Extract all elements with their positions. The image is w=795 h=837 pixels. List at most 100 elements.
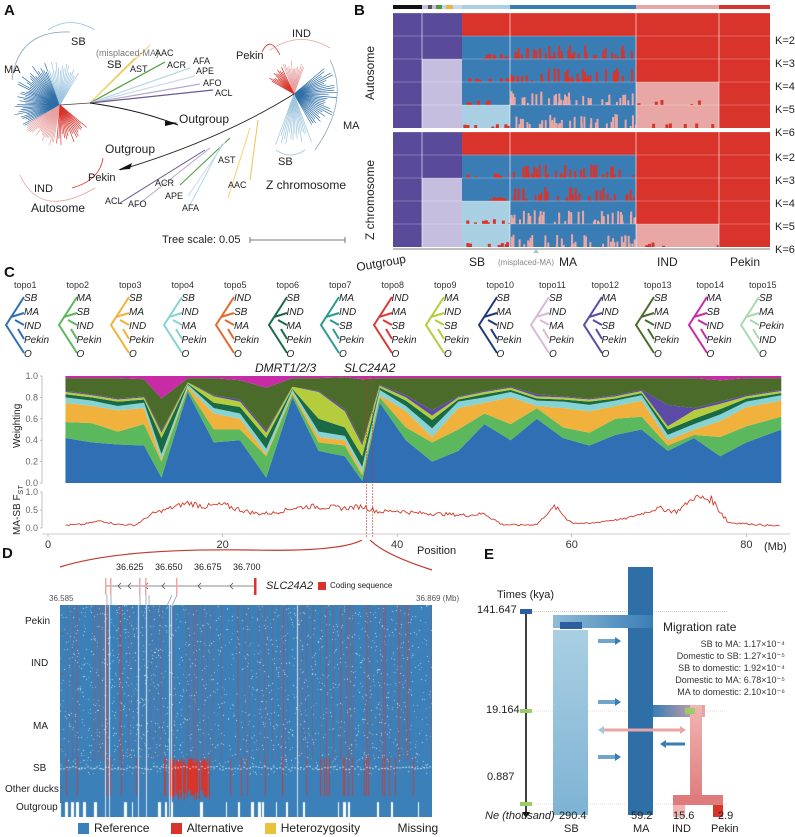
- admixture-bar: [466, 125, 470, 128]
- pekin-branch: [56, 104, 61, 144]
- ne-pekin: 2.9: [718, 810, 734, 822]
- topology-tree-icon: [4, 296, 25, 354]
- admixture-bar: [580, 122, 583, 128]
- sb-branch: [55, 61, 61, 106]
- admixture-bar: [533, 166, 536, 178]
- ma-branch: [17, 83, 61, 106]
- topology-14: topo14 MA SB IND Pekin O: [687, 280, 737, 360]
- admixture-bar: [512, 93, 515, 105]
- admixture-bar: [631, 115, 634, 128]
- topology-title: topo6: [276, 280, 300, 290]
- admixture-bar: [528, 123, 531, 128]
- admixture-bar: [556, 195, 559, 201]
- z-label-acl: ACL: [105, 196, 123, 206]
- admixture-bar: [506, 78, 510, 82]
- admixture-cell: [422, 178, 462, 201]
- time-marker: [520, 609, 532, 614]
- sb-lineage: [553, 630, 588, 815]
- fst-y-tick-label: 0.0: [25, 523, 38, 533]
- topology-taxa: SB IND MA Pekin O: [182, 292, 207, 362]
- admixture-bar: [605, 102, 608, 105]
- admixture-bar: [510, 236, 513, 247]
- admixture-bar: [711, 124, 715, 128]
- admixture-bar: [615, 101, 618, 105]
- admixture-bar: [485, 55, 489, 59]
- strand-arrow: [117, 582, 122, 590]
- z-ma-branch: [293, 74, 334, 95]
- admixture-bar: [488, 54, 492, 59]
- taxon-label: Pekin: [234, 335, 260, 346]
- time-axis-label: Times (kya): [497, 589, 555, 601]
- area-topo3: [65, 386, 782, 476]
- taxon-label: SB: [444, 321, 458, 332]
- admixture-bar: [609, 198, 612, 201]
- topology-title: topo1: [14, 280, 37, 290]
- admixture-bar: [578, 193, 581, 201]
- topology-tree-icon: [109, 296, 130, 354]
- topology-taxa: MA IND SB Pekin O: [602, 292, 627, 362]
- topology-title: topo11: [539, 280, 566, 290]
- admixture-bar: [651, 242, 655, 247]
- weighting-ylabel: Weighting: [12, 403, 23, 448]
- admixture-cell: [719, 132, 770, 155]
- taxon-label: MA: [496, 307, 512, 318]
- admixture-bar: [531, 93, 534, 105]
- taxon-label: MA: [444, 293, 459, 304]
- pop-ma: MA: [633, 823, 650, 835]
- admixture-bar: [575, 100, 578, 105]
- topology-title: topo10: [486, 280, 515, 290]
- misplaced-marker: [533, 249, 539, 253]
- outgroup-branch-acl: [89, 89, 214, 104]
- admixture-bar: [631, 93, 634, 105]
- admixture-cell: [510, 155, 636, 178]
- taxon-label: SB: [391, 321, 405, 332]
- admixture-bar: [553, 117, 556, 128]
- topology-taxa: MA IND SB Pekin O: [339, 292, 364, 362]
- admixture-bar: [468, 78, 472, 82]
- admixture-bar: [618, 169, 621, 178]
- admixture-bar: [558, 93, 561, 105]
- z-ma-branch: [293, 93, 337, 98]
- admixture-bar: [522, 167, 525, 178]
- admixture-bar: [573, 51, 576, 59]
- admixture-bar: [553, 54, 556, 59]
- admixture-bar: [570, 212, 573, 224]
- admixture-cell: [422, 105, 462, 128]
- topology-taxa: IND SB MA Pekin O: [234, 292, 259, 362]
- admixture-bar: [612, 72, 615, 82]
- admixture-bar: [548, 46, 551, 59]
- admixture-bar: [568, 92, 571, 105]
- a-label-afa: AFA: [193, 56, 211, 66]
- population-strip: [719, 5, 770, 9]
- admixture-bar: [476, 100, 480, 105]
- admixture-bar: [574, 171, 577, 178]
- admixture-bar: [508, 78, 512, 82]
- z-pekin-bracket: [261, 43, 281, 56]
- admixture-bar: [617, 221, 620, 224]
- admixture-bar: [492, 197, 496, 201]
- admixture-bar: [469, 102, 473, 105]
- admixture-bar: [566, 69, 569, 82]
- k-label: K=5: [775, 104, 795, 116]
- admixture-bar: [567, 50, 570, 59]
- taxon-label: IND: [129, 321, 147, 332]
- z-label-afo: AFO: [128, 199, 147, 209]
- admixture-bar: [600, 211, 603, 224]
- admixture-bar: [593, 55, 596, 59]
- admixture-bar: [602, 187, 605, 201]
- admixture-bar: [561, 54, 564, 59]
- admixture-cell: [393, 36, 422, 59]
- admixture-bar: [544, 187, 547, 201]
- admixture-bar: [520, 54, 523, 59]
- population-strip: [442, 5, 446, 9]
- b-pop-sb: SB: [469, 255, 486, 269]
- fst-ylabel-sub: ST: [18, 485, 25, 495]
- a-label-ast: AST: [130, 64, 148, 74]
- admixture-bar: [513, 214, 516, 224]
- admixture-bar: [589, 242, 592, 247]
- admixture-bar: [517, 188, 520, 201]
- admixture-bar: [579, 169, 582, 178]
- admixture-cell: [422, 36, 462, 59]
- zoom-connector: [59, 540, 433, 609]
- admixture-bar: [514, 52, 517, 59]
